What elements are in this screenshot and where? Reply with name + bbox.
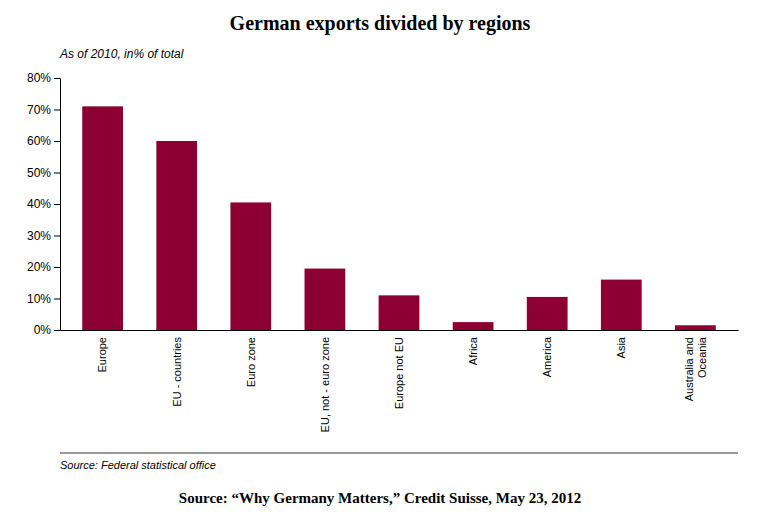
bar: [453, 322, 494, 330]
x-tick-label: Africa: [467, 336, 479, 365]
x-tick: Euro zone: [245, 337, 257, 387]
y-tick: 50%: [27, 166, 60, 180]
y-tick: 40%: [27, 197, 60, 211]
y-tick-mark: [54, 173, 60, 174]
x-axis-line: [61, 330, 739, 331]
bar: [527, 297, 568, 330]
x-tick-label: Asia: [615, 336, 627, 358]
bar: [230, 202, 271, 330]
y-tick: 60%: [27, 134, 60, 148]
source-credit: Source: “Why Germany Matters,” Credit Su…: [179, 490, 581, 506]
x-tick: Asia: [615, 336, 627, 358]
x-tick-label: America: [541, 336, 553, 377]
bar: [601, 280, 642, 330]
y-tick: 80%: [27, 71, 60, 85]
y-tick-label: 10%: [27, 292, 51, 306]
x-tick-label: EU, not - euro zone: [319, 337, 331, 432]
y-axis: 0% 10% 20% 30% 40% 50% 60% 70% 80%: [27, 71, 61, 337]
y-tick-label: 60%: [27, 134, 51, 148]
bar: [305, 269, 346, 330]
chart: German exports divided by regions As of 2…: [0, 0, 760, 523]
y-tick: 10%: [27, 292, 60, 306]
y-tick-label: 80%: [27, 71, 51, 85]
x-tick: America: [541, 336, 553, 377]
plot-area: 0% 10% 20% 30% 40% 50% 60% 70% 80% Europe EU - cou…: [27, 71, 739, 432]
y-tick: 70%: [27, 103, 60, 117]
x-tick: EU - countries: [171, 337, 183, 407]
y-tick-mark: [54, 330, 60, 331]
y-tick-mark: [54, 78, 60, 79]
separator: [60, 453, 738, 454]
x-tick: Europe not EU: [393, 337, 405, 409]
bar: [379, 295, 420, 330]
x-tick: EU, not - euro zone: [319, 337, 331, 432]
y-tick-label: 40%: [27, 197, 51, 211]
bars: [82, 106, 716, 330]
y-tick-label: 70%: [27, 103, 51, 117]
y-tick-mark: [54, 141, 60, 142]
y-tick-mark: [54, 236, 60, 237]
x-tick-label: EU - countries: [171, 337, 183, 407]
y-tick-mark: [54, 204, 60, 205]
y-tick: 20%: [27, 260, 60, 274]
x-tick-label: Euro zone: [245, 337, 257, 387]
y-tick-mark: [54, 110, 60, 111]
y-tick: 30%: [27, 229, 60, 243]
y-tick-label: 30%: [27, 229, 51, 243]
y-tick-label: 20%: [27, 260, 51, 274]
x-axis: Europe EU - countries Euro zone EU, not - e…: [61, 331, 739, 433]
bar: [156, 141, 197, 330]
x-tick-label: Australia andOceania: [683, 336, 708, 401]
x-tick: Africa: [467, 336, 479, 365]
y-tick-mark: [54, 267, 60, 268]
x-tick-label: Europe not EU: [393, 337, 405, 409]
bar: [82, 106, 123, 330]
x-tick-label: Europe: [96, 337, 108, 372]
y-tick-mark: [54, 299, 60, 300]
y-tick: 0%: [34, 323, 60, 337]
x-tick: Australia andOceania: [683, 336, 708, 401]
bar: [675, 325, 716, 330]
x-tick: Europe: [96, 337, 108, 372]
y-axis-line: [54, 79, 61, 331]
y-tick-label: 50%: [27, 166, 51, 180]
subtitle: As of 2010, in% of total: [59, 47, 184, 61]
title: German exports divided by regions: [230, 12, 531, 35]
source: Source: Federal statistical office: [60, 459, 216, 471]
y-tick-label: 0%: [34, 323, 52, 337]
